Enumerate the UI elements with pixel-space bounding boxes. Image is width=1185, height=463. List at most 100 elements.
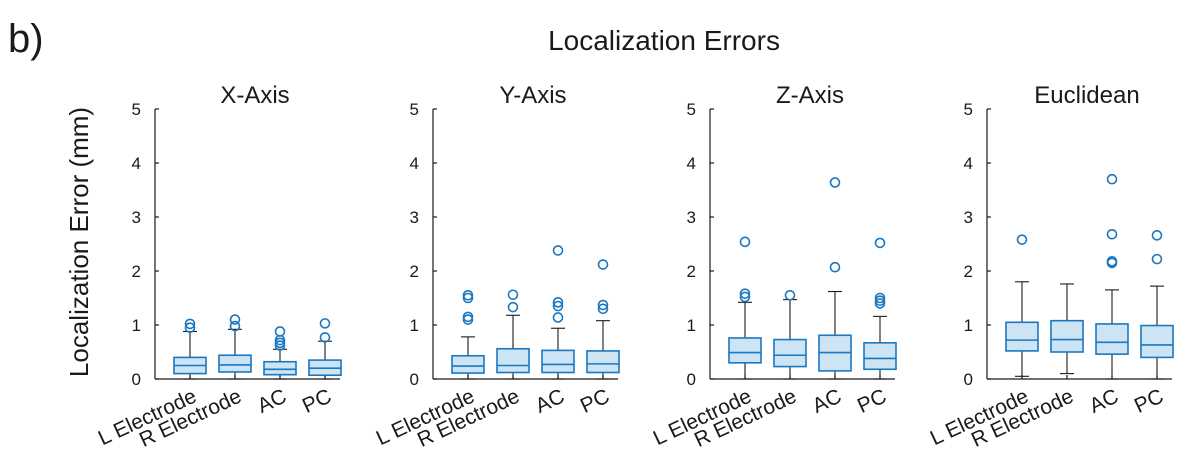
iqr-box bbox=[218, 354, 252, 373]
outlier-point bbox=[1106, 255, 1118, 267]
y-tick-label: 4 bbox=[410, 154, 419, 173]
outlier-point bbox=[462, 289, 474, 301]
iqr-box bbox=[451, 354, 485, 374]
x-tick-label: PC bbox=[1131, 385, 1167, 418]
y-tick-label: 0 bbox=[410, 370, 419, 389]
y-tick-label: 5 bbox=[132, 100, 141, 119]
outlier-point bbox=[874, 237, 886, 249]
iqr-box bbox=[586, 350, 620, 374]
outlier-point bbox=[274, 326, 286, 337]
y-tick-label: 1 bbox=[687, 316, 696, 335]
outlier-point bbox=[597, 303, 609, 315]
box-r-electrode: R Electrode bbox=[968, 283, 1084, 452]
iqr-box bbox=[863, 342, 897, 371]
iqr-box bbox=[773, 338, 807, 368]
outlier-point bbox=[597, 259, 609, 270]
y-tick-label: 3 bbox=[132, 208, 141, 227]
y-tick-label: 3 bbox=[964, 208, 973, 227]
outlier-point bbox=[552, 245, 564, 256]
panel-title: Euclidean bbox=[1034, 82, 1139, 109]
x-tick-label: AC bbox=[254, 385, 290, 418]
box-r-electrode: R Electrode bbox=[136, 314, 252, 452]
y-tick-label: 2 bbox=[687, 262, 696, 281]
outlier-point bbox=[1151, 230, 1163, 241]
outlier-point bbox=[507, 289, 519, 301]
x-tick-label: PC bbox=[299, 385, 335, 418]
iqr-box bbox=[541, 349, 575, 374]
iqr-box bbox=[1050, 319, 1084, 353]
outlier-point bbox=[597, 299, 609, 311]
y-tick-label: 1 bbox=[964, 316, 973, 335]
iqr-box bbox=[496, 347, 530, 374]
outlier-point bbox=[229, 320, 241, 332]
y-axis-label: Localization Error (mm) bbox=[64, 107, 94, 377]
outlier-point bbox=[1106, 228, 1118, 240]
y-tick-label: 4 bbox=[687, 154, 696, 173]
y-tick-label: 4 bbox=[132, 154, 141, 173]
outlier-point bbox=[1151, 253, 1163, 265]
x-tick-label: PC bbox=[854, 385, 890, 418]
outlier-point bbox=[184, 318, 196, 330]
x-tick-label: AC bbox=[809, 385, 845, 418]
box-ac: AC bbox=[1086, 173, 1129, 418]
y-tick-label: 3 bbox=[687, 208, 696, 227]
box-ac: AC bbox=[809, 177, 852, 418]
y-tick-label: 5 bbox=[964, 100, 973, 119]
x-tick-label: AC bbox=[1086, 385, 1122, 418]
outlier-point bbox=[784, 289, 796, 301]
y-tick-label: 1 bbox=[410, 316, 419, 335]
box-pc: PC bbox=[299, 318, 342, 418]
outlier-point bbox=[319, 332, 331, 343]
outlier-point bbox=[829, 261, 841, 273]
outlier-point bbox=[1016, 234, 1028, 245]
outlier-point bbox=[874, 292, 886, 304]
box-pc: PC bbox=[1131, 230, 1174, 418]
y-tick-label: 2 bbox=[132, 262, 141, 281]
iqr-box bbox=[728, 337, 762, 364]
outlier-point bbox=[552, 312, 564, 323]
box-pc: PC bbox=[577, 259, 620, 418]
outlier-point bbox=[462, 311, 474, 323]
iqr-box bbox=[1005, 321, 1039, 352]
outlier-point bbox=[184, 322, 196, 334]
x-tick-label: AC bbox=[532, 385, 568, 418]
box-r-electrode: R Electrode bbox=[691, 289, 807, 452]
outlier-point bbox=[507, 301, 519, 313]
outlier-point bbox=[739, 288, 751, 299]
figure-title: Localization Errors bbox=[548, 25, 780, 56]
panel-title: X-Axis bbox=[220, 82, 289, 109]
y-tick-label: 2 bbox=[964, 262, 973, 281]
panel-tag: b) bbox=[8, 17, 44, 61]
outlier-point bbox=[229, 314, 241, 325]
iqr-box bbox=[1095, 323, 1129, 355]
y-tick-label: 2 bbox=[410, 262, 419, 281]
iqr-box bbox=[1140, 324, 1174, 359]
outlier-point bbox=[552, 297, 564, 308]
outlier-point bbox=[739, 236, 751, 248]
outlier-point bbox=[552, 300, 564, 312]
box-pc: PC bbox=[854, 237, 897, 418]
panel-title: Y-Axis bbox=[499, 82, 566, 109]
y-tick-label: 0 bbox=[687, 370, 696, 389]
y-tick-label: 3 bbox=[410, 208, 419, 227]
outlier-point bbox=[319, 318, 331, 329]
outlier-point bbox=[1106, 173, 1118, 185]
y-tick-label: 0 bbox=[132, 370, 141, 389]
x-tick-label: PC bbox=[577, 385, 613, 418]
y-tick-label: 4 bbox=[964, 154, 973, 173]
iqr-box bbox=[263, 360, 297, 376]
y-tick-label: 0 bbox=[964, 370, 973, 389]
y-tick-label: 1 bbox=[132, 316, 141, 335]
box-ac: AC bbox=[532, 245, 575, 418]
y-tick-label: 5 bbox=[410, 100, 419, 119]
outlier-point bbox=[829, 177, 841, 188]
outlier-point bbox=[739, 291, 751, 303]
box-ac: AC bbox=[254, 326, 297, 418]
y-tick-label: 5 bbox=[687, 100, 696, 119]
